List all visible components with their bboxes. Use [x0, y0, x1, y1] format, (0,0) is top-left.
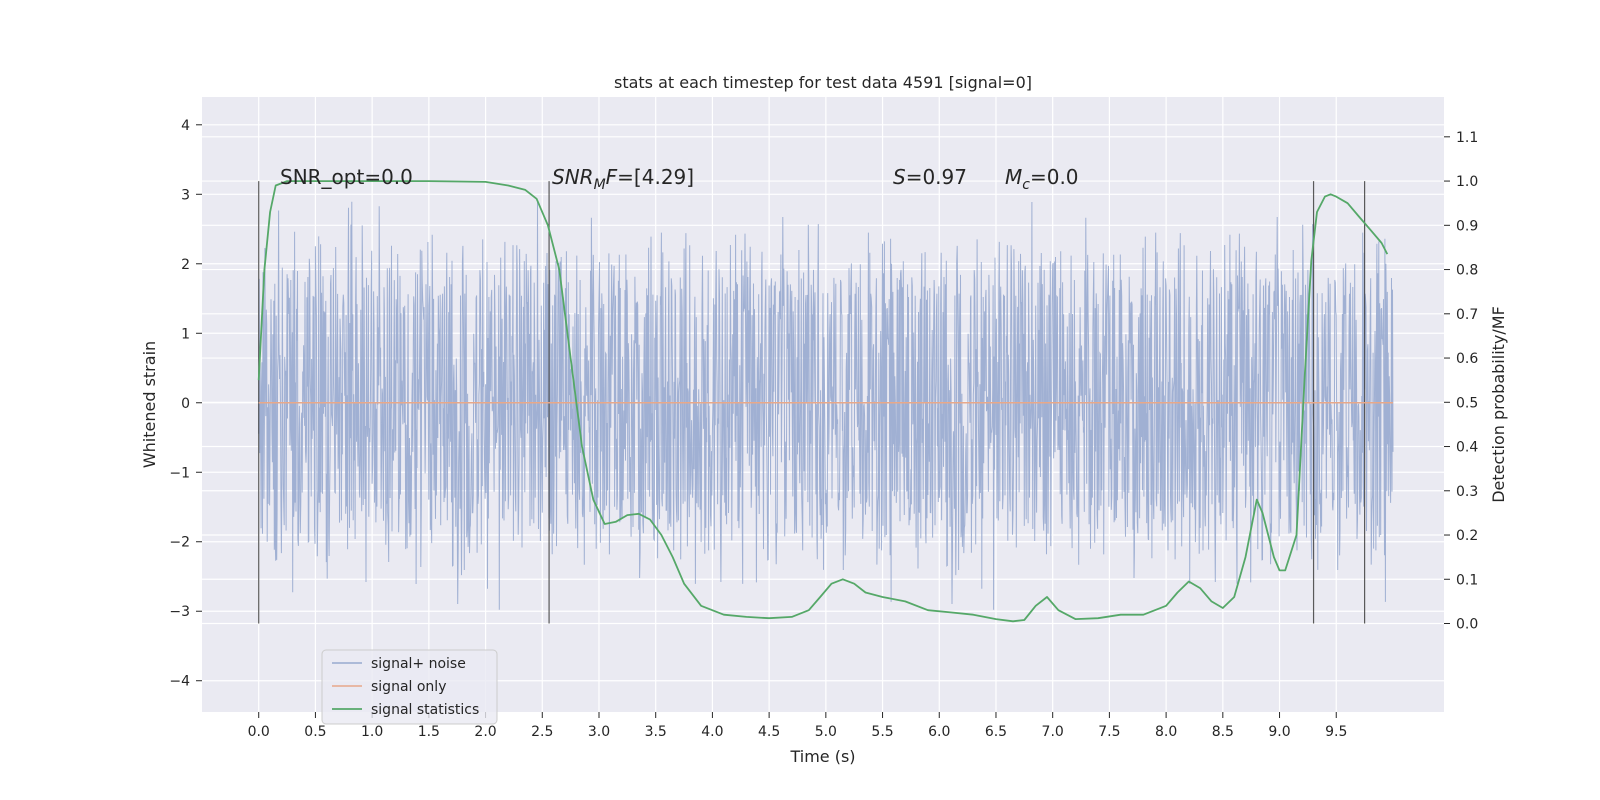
annotation-mc-value: =0.0	[1030, 165, 1079, 189]
signal-plus-noise-series	[258, 201, 1394, 610]
x-tick-label: 0.5	[304, 724, 326, 740]
x-tick-label: 2.0	[474, 724, 496, 740]
legend-label-signal-only: signal only	[371, 679, 446, 695]
annotation-snr-mf-f: F	[606, 165, 618, 189]
y-left-tick-label: 0	[181, 396, 190, 412]
x-tick-label: 1.5	[418, 724, 440, 740]
y-left-tick-label: −1	[169, 465, 190, 481]
x-tick-label: 5.0	[815, 724, 837, 740]
y-right-tick-label: 0.6	[1456, 351, 1478, 367]
y-right-tick-label: 0.9	[1456, 218, 1478, 234]
x-tick-label: 7.0	[1042, 724, 1064, 740]
y-right-tick-label: 1.1	[1456, 130, 1478, 146]
annotation-snr-mf-name: SNR	[552, 165, 594, 189]
y-right-tick-label: 0.0	[1456, 617, 1478, 633]
y-right-tick-label: 0.3	[1456, 484, 1478, 500]
x-tick-label: 8.5	[1212, 724, 1234, 740]
y-left-tick-label: −2	[169, 535, 190, 551]
x-tick-label: 4.5	[758, 724, 780, 740]
chart-title: stats at each timestep for test data 459…	[614, 73, 1032, 92]
annotation-mc-name: M	[1005, 165, 1022, 189]
y-right-tick-label: 0.4	[1456, 440, 1478, 456]
annotation-mc-sub: c	[1022, 177, 1030, 193]
x-tick-label: 6.5	[985, 724, 1007, 740]
annotation-mc: Mc=0.0	[1005, 165, 1079, 193]
y-right-tick-label: 0.7	[1456, 307, 1478, 323]
y-left-tick-label: −4	[169, 674, 190, 690]
y-right-tick-label: 0.5	[1456, 395, 1478, 411]
annotation-s: S=0.97	[893, 165, 967, 189]
x-tick-label: 7.5	[1098, 724, 1120, 740]
y-right-tick-label: 1.0	[1456, 174, 1478, 190]
x-tick-label: 9.5	[1325, 724, 1347, 740]
y-right-tick-label: 0.8	[1456, 263, 1478, 279]
annotation-snr-opt: SNR_opt=0.0	[280, 165, 413, 189]
x-tick-label: 1.0	[361, 724, 383, 740]
y-axis-right-label: Detection probability/MF	[1489, 306, 1508, 503]
x-tick-label: 2.5	[531, 724, 553, 740]
x-axis-label: Time (s)	[789, 747, 855, 766]
x-tick-label: 9.0	[1268, 724, 1290, 740]
y-left-tick-label: 1	[181, 326, 190, 342]
noise-trace	[258, 201, 1394, 610]
x-tick-label: 3.5	[645, 724, 667, 740]
y-left-tick-label: −3	[169, 604, 190, 620]
series-lines	[257, 180, 1393, 623]
y-right-tick-label: 0.1	[1456, 572, 1478, 588]
annotation-s-name: S	[893, 165, 906, 189]
legend-label-noise: signal+ noise	[371, 656, 466, 672]
x-tick-label: 0.0	[248, 724, 270, 740]
y-left-tick-label: 3	[181, 187, 190, 203]
x-tick-label: 3.0	[588, 724, 610, 740]
x-tick-label: 4.0	[701, 724, 723, 740]
annotation-snr-mf-sub: M	[594, 177, 606, 193]
y-right-tick-label: 0.2	[1456, 528, 1478, 544]
x-tick-label: 5.5	[871, 724, 893, 740]
legend-box	[321, 649, 498, 725]
annotation-snr-mf-value: =[4.29]	[617, 165, 694, 189]
axis-ticks: 0.0 0.5 1.0 1.5 2.0 2.5 3.0 3.5 4.0 4.5 5.0 5.5 6.0 6…	[169, 118, 1478, 740]
annotation-s-value: =0.97	[906, 165, 967, 189]
y-axis-left-label: Whitened strain	[140, 341, 159, 468]
y-left-tick-label: 4	[181, 118, 190, 134]
x-tick-label: 8.0	[1155, 724, 1177, 740]
x-tick-label: 6.0	[928, 724, 950, 740]
signal-statistics-line	[257, 180, 1389, 623]
y-left-tick-label: 2	[181, 257, 190, 273]
legend: signal+ noise signal only signal statist…	[321, 649, 498, 725]
legend-label-statistics: signal statistics	[371, 702, 479, 718]
annotation-snr-mf: SNRMF=[4.29]	[552, 165, 694, 193]
